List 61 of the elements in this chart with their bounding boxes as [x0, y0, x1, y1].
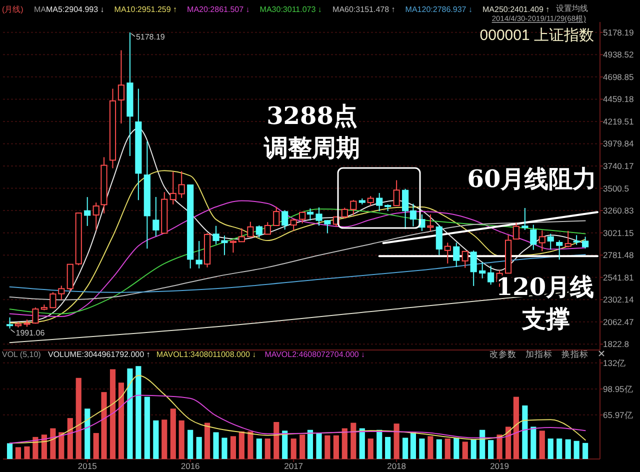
candlestick — [109, 88, 116, 169]
y-tick-label: 3500.5 — [603, 183, 630, 194]
y-tick-label: 3740.17 — [603, 160, 634, 171]
candlestick — [230, 240, 237, 254]
y-tick-label: 3979.84 — [603, 138, 634, 149]
annotation: 换指标 — [562, 349, 588, 359]
text: MA20:2861.507 ↓ — [187, 5, 250, 14]
candlestick — [170, 171, 176, 205]
annotation: 1991.06 — [16, 328, 46, 338]
text: MA120:2786.937 ↓ — [405, 5, 472, 14]
y-tick-label: 65.97亿 — [603, 410, 634, 420]
text: MA60:3151.478 ↑ — [332, 5, 396, 14]
annotation: 调整周期 — [263, 133, 360, 162]
candlestick — [144, 140, 150, 250]
y-tick-label: 4459.18 — [603, 94, 634, 104]
y-tick-label: 3260.83 — [603, 206, 634, 216]
text: MA30:3011.073 ↓ — [260, 5, 322, 14]
y-tick-label: 4938.52 — [603, 50, 634, 60]
candlestick — [444, 242, 451, 264]
text: MA250:2401.409 ↑ — [482, 5, 550, 14]
text: 设置均线 — [556, 4, 588, 13]
annotation: 3288点 — [266, 101, 358, 130]
y-tick-label: 3021.15 — [603, 228, 634, 238]
candlestick — [135, 88, 142, 201]
y-tick-label: 132亿 — [603, 358, 626, 368]
text: MA — [34, 5, 47, 14]
candlestick — [530, 224, 537, 250]
candlestick — [161, 192, 168, 234]
chart-title: VOL (5,10) — [2, 350, 42, 359]
y-tick-label: 2781.48 — [603, 250, 634, 260]
annotation: 改参数 — [490, 349, 516, 359]
candlestick — [100, 156, 108, 214]
text: MA5:2904.993 ↓ — [46, 5, 104, 14]
text: (月线) — [2, 5, 24, 14]
candlestick — [479, 262, 486, 279]
y-tick-label: 2541.81 — [603, 272, 634, 282]
annotation: 60月线阻力 — [467, 164, 597, 193]
candlestick — [152, 196, 160, 237]
y-tick-label: 1822.8 — [603, 339, 630, 350]
y-tick-label: 4219.51 — [603, 116, 634, 126]
y-tick-label: 5178.19 — [603, 27, 634, 38]
x-tick-label: 2018 — [387, 461, 406, 471]
annotation: 支撑 — [521, 304, 570, 333]
line-series — [9, 394, 586, 444]
x-tick-label: 2019 — [490, 461, 510, 471]
annotation: 加指标 — [526, 349, 552, 359]
candlestick — [118, 50, 125, 124]
text: MAVOL1:3408011008.000 ↓ — [156, 350, 256, 359]
y-tick-label: 2302.14 — [603, 294, 634, 305]
series-label: VOLUME:3044961792.000 ↑ — [48, 350, 150, 359]
x-tick-label: 2017 — [284, 461, 304, 471]
chart-title: 000001 上证指数 — [480, 27, 594, 44]
y-tick-label: 98.95亿 — [603, 384, 634, 394]
x-tick-label: 2016 — [180, 461, 200, 471]
candlestick — [84, 196, 91, 226]
y-tick-label: 4698.85 — [603, 72, 634, 82]
text: MAVOL2:4608072704.000 ↓ — [264, 350, 366, 359]
x-tick-label: 2015 — [78, 461, 98, 471]
y-tick-label: 2062.47 — [603, 316, 634, 327]
text: MA10:2951.259 ↑ — [114, 5, 178, 14]
annotation: 5178.19 — [136, 32, 166, 42]
